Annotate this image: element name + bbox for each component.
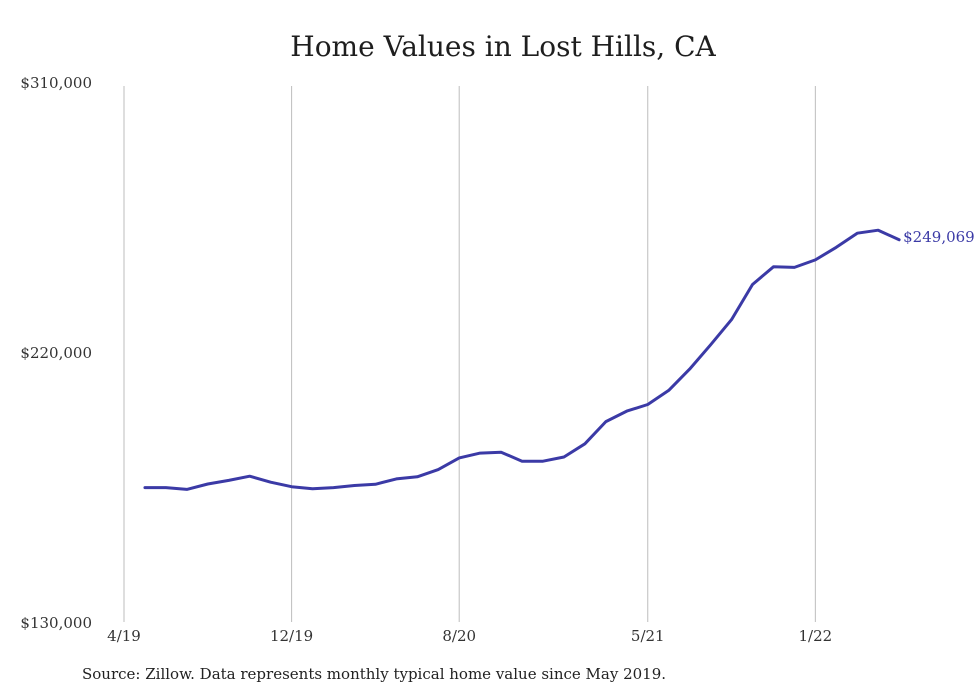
- x-tick-label: 4/19: [107, 627, 141, 645]
- y-tick-label: $310,000: [20, 74, 92, 92]
- x-tick-label: 12/19: [270, 627, 313, 645]
- x-tick-label: 1/22: [799, 627, 833, 645]
- source-note: Source: Zillow. Data represents monthly …: [82, 665, 667, 683]
- gridlines: [123, 86, 816, 622]
- y-axis-ticks: $310,000 $220,000 $130,000: [20, 74, 92, 632]
- y-tick-label: $220,000: [20, 344, 92, 362]
- end-value-label: $249,069: [903, 228, 975, 246]
- x-tick-label: 8/20: [442, 627, 476, 645]
- series-group: $249,069: [143, 228, 975, 491]
- x-axis-ticks: 4/19 12/19 8/20 5/21 1/22: [107, 627, 832, 645]
- chart-title: Home Values in Lost Hills, CA: [290, 30, 716, 63]
- x-tick-label: 5/21: [631, 627, 665, 645]
- series-line-0: [143, 228, 901, 491]
- y-tick-label: $130,000: [20, 614, 92, 632]
